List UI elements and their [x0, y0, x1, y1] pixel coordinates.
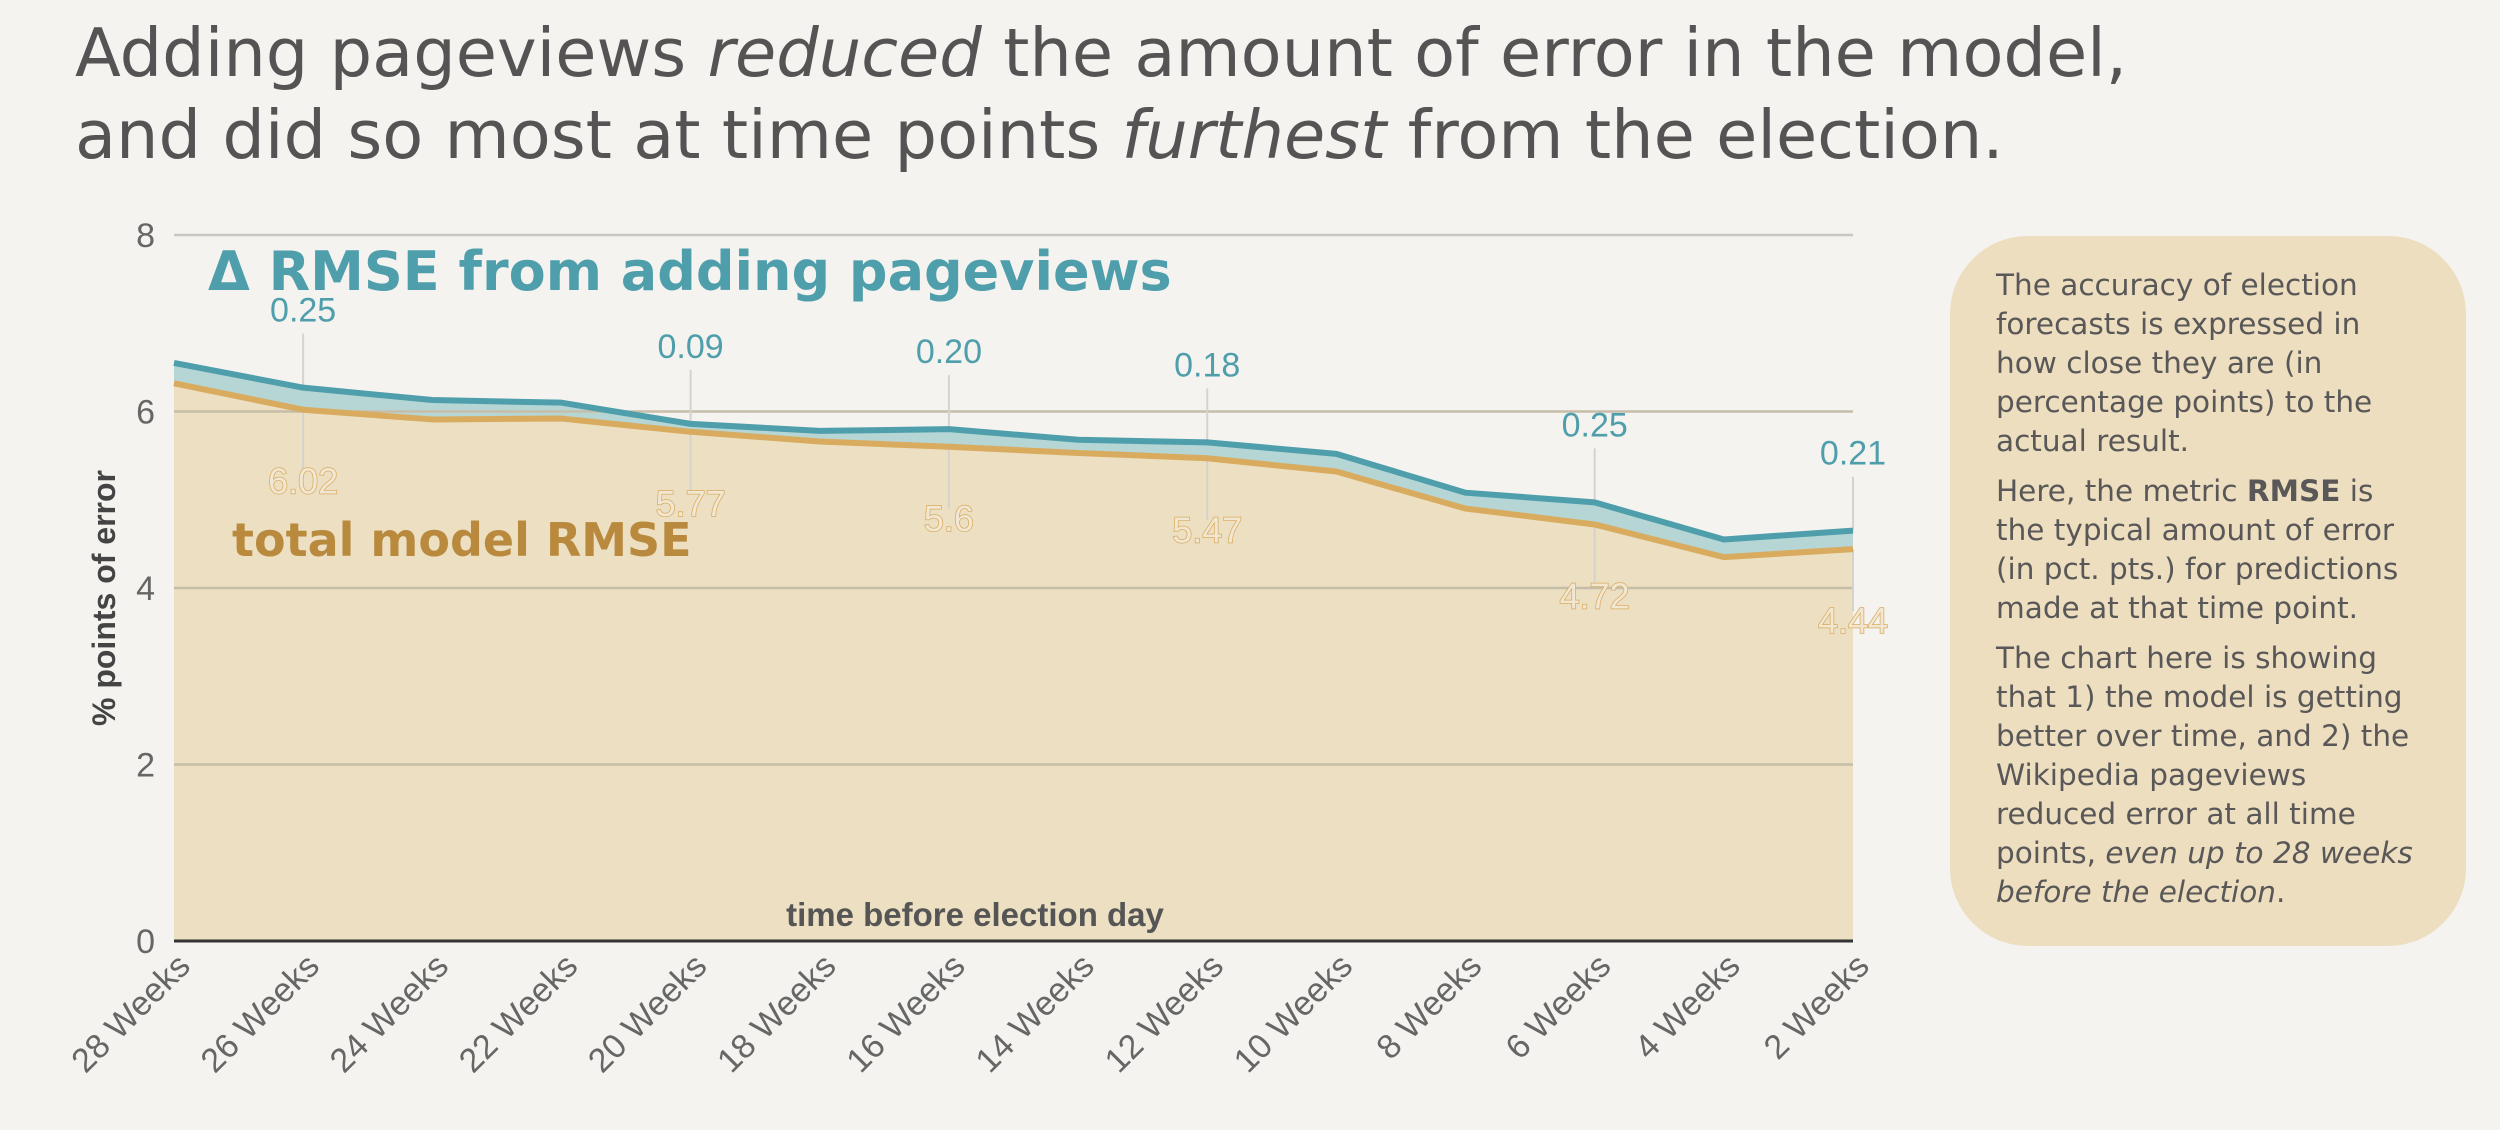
total-data-label: 5.6: [924, 498, 974, 539]
headline-text: Adding pageviews: [75, 14, 708, 92]
x-tick-label: 10 Weeks: [1227, 947, 1360, 1080]
headline-emphasis: furthest: [1121, 96, 1387, 174]
x-tick-label: 8 Weeks: [1369, 947, 1489, 1067]
headline-line-2: and did so most at time points furthest …: [75, 94, 2127, 176]
note-text: Here, the metric: [1996, 474, 2247, 508]
delta-data-label: 0.18: [1174, 346, 1240, 384]
note-text: .: [2275, 875, 2286, 909]
total-rmse-area: [174, 383, 1853, 941]
y-tick-label: 2: [136, 747, 155, 785]
total-data-label: 5.47: [1172, 509, 1242, 550]
explanation-note: The accuracy of election forecasts is ex…: [1950, 236, 2466, 946]
x-tick-label: 22 Weeks: [452, 947, 585, 1080]
note-text: The chart here is showing that 1) the mo…: [1996, 641, 2410, 870]
x-axis-title: time before election day: [786, 896, 1164, 933]
y-tick-label: 8: [136, 217, 155, 255]
y-tick-label: 0: [136, 923, 155, 961]
x-tick-label: 26 Weeks: [193, 947, 326, 1080]
x-tick-label: 16 Weeks: [839, 947, 972, 1080]
x-tick-label: 18 Weeks: [710, 947, 843, 1080]
note-paragraph-2: Here, the metric RMSE is the typical amo…: [1996, 472, 2428, 628]
delta-series-label: Δ RMSE from adding pageviews: [208, 240, 1172, 303]
headline-line-1: Adding pageviews reduced the amount of e…: [75, 12, 2127, 94]
delta-data-label: 0.25: [1562, 406, 1628, 444]
delta-data-label: 0.25: [270, 292, 336, 330]
total-series-label: total model RMSE: [232, 513, 692, 567]
x-tick-label: 14 Weeks: [968, 947, 1101, 1080]
note-emphasis: even up to 28 weeks before the election: [1996, 836, 2413, 909]
delta-data-label: 0.20: [916, 333, 982, 371]
total-rmse-line: [173, 380, 1854, 561]
x-tick-label: 2 Weeks: [1757, 947, 1877, 1067]
x-tick-label: 20 Weeks: [581, 947, 714, 1080]
note-text: is the typical amount of error (in pct. …: [1996, 474, 2399, 625]
x-tick-label: 12 Weeks: [1098, 947, 1231, 1080]
total-data-label: 4.72: [1560, 575, 1630, 616]
note-paragraph-1: The accuracy of election forecasts is ex…: [1996, 268, 2373, 458]
headline-text: the amount of error in the model,: [981, 14, 2128, 92]
delta-rmse-line: [173, 360, 1854, 543]
y-tick-label: 4: [136, 570, 155, 608]
chart-headline: Adding pageviews reduced the amount of e…: [75, 12, 2127, 176]
headline-emphasis: reduced: [707, 14, 982, 92]
headline-text: from the election.: [1386, 96, 2004, 174]
headline-text: and did so most at time points: [75, 96, 1122, 174]
x-tick-label: 4 Weeks: [1628, 947, 1748, 1067]
delta-data-label: 0.09: [658, 328, 724, 366]
x-tick-label: 28 Weeks: [64, 947, 197, 1080]
x-tick-label: 24 Weeks: [323, 947, 456, 1080]
note-bold-term: RMSE: [2246, 474, 2341, 508]
total-data-label: 4.44: [1818, 600, 1888, 641]
x-tick-label: 6 Weeks: [1498, 947, 1618, 1067]
total-data-label: 5.77: [656, 483, 726, 524]
y-tick-label: 6: [136, 394, 155, 432]
delta-data-label: 0.21: [1820, 435, 1886, 473]
total-data-label: 6.02: [268, 461, 338, 502]
y-axis-title: % points of error: [86, 470, 122, 726]
note-paragraph-3: The chart here is showing that 1) the mo…: [1996, 639, 2428, 912]
